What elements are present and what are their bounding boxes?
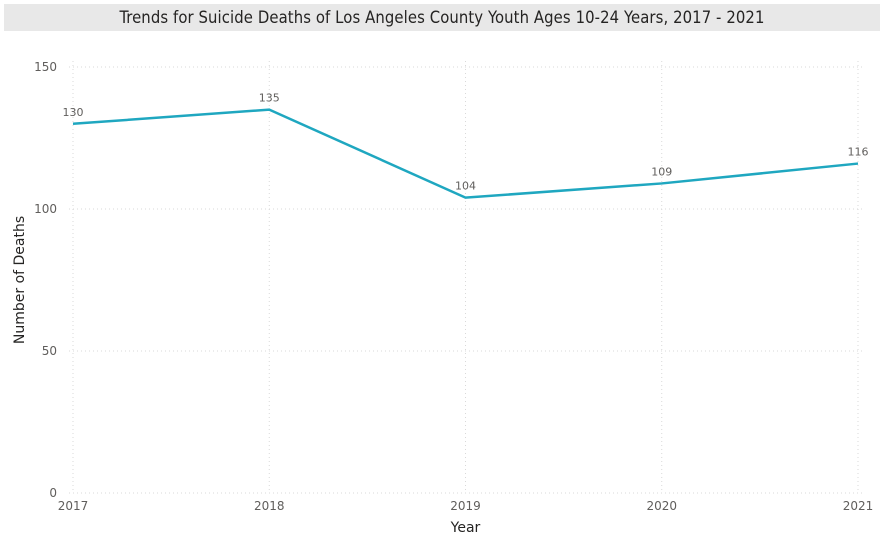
- y-tick-label: 100: [34, 202, 57, 216]
- y-tick-label: 0: [49, 486, 57, 500]
- x-tick-label: 2019: [450, 499, 481, 513]
- data-label: 135: [259, 92, 280, 105]
- x-tick-label: 2020: [646, 499, 677, 513]
- data-label: 109: [651, 165, 672, 178]
- gridlines: [69, 61, 864, 494]
- data-label: 116: [848, 146, 869, 159]
- data-labels: 130 135 104 109 116: [63, 92, 869, 193]
- y-axis-ticks: 0 50 100 150: [34, 60, 57, 500]
- y-axis-title: Number of Deaths: [12, 216, 28, 344]
- y-tick-label: 150: [34, 60, 57, 74]
- chart-title-bar: Trends for Suicide Deaths of Los Angeles…: [4, 4, 880, 31]
- data-label: 130: [63, 106, 84, 119]
- x-axis-title: Year: [450, 520, 481, 536]
- x-tick-label: 2017: [58, 499, 89, 513]
- data-label: 104: [455, 180, 476, 193]
- x-axis-ticks: 2017 2018 2019 2020 2021: [58, 499, 874, 513]
- series-group: [72, 108, 859, 199]
- x-tick-label: 2021: [843, 499, 874, 513]
- y-tick-label: 50: [42, 344, 57, 358]
- chart-title: Trends for Suicide Deaths of Los Angeles…: [119, 8, 765, 27]
- x-tick-label: 2018: [254, 499, 285, 513]
